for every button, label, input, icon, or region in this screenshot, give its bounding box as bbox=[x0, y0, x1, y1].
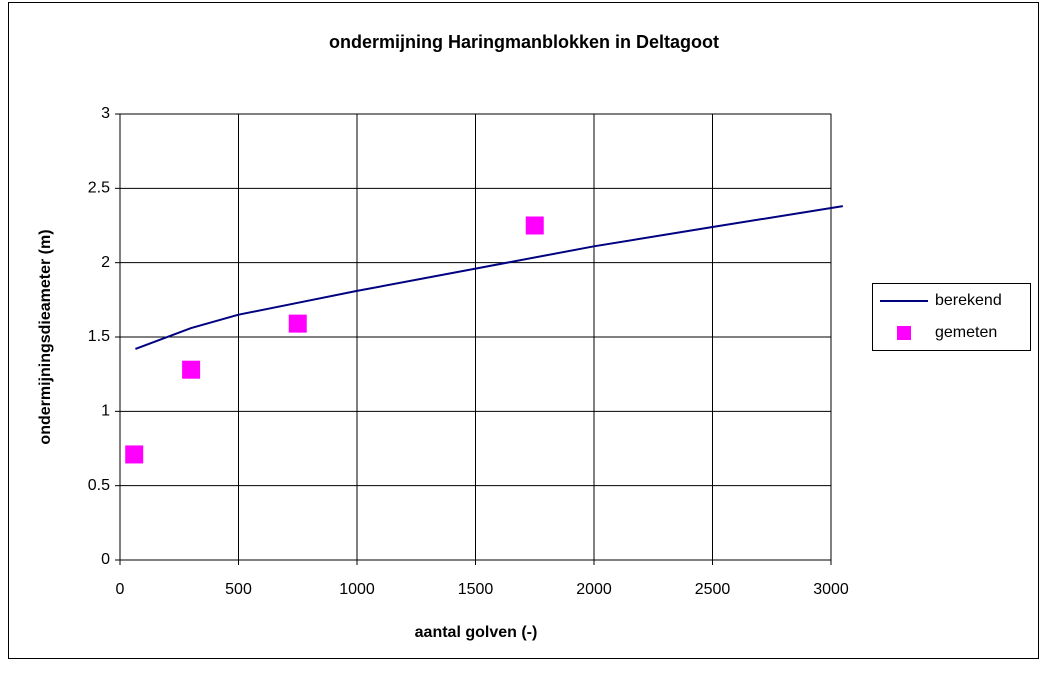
x-tick-label: 0 bbox=[116, 581, 125, 598]
y-tick-label: 2 bbox=[101, 254, 110, 271]
x-tick-label: 3000 bbox=[813, 581, 849, 598]
x-tick-label: 2500 bbox=[695, 581, 731, 598]
y-tick-label: 3 bbox=[101, 105, 110, 122]
y-tick-label: 2.5 bbox=[88, 180, 110, 197]
y-tick-label: 1.5 bbox=[88, 328, 110, 345]
data-point bbox=[182, 360, 201, 379]
data-line bbox=[135, 205, 844, 350]
x-tick-label: 1500 bbox=[458, 581, 494, 598]
legend-label: gemeten bbox=[935, 324, 997, 341]
y-tick-label: 1 bbox=[101, 403, 110, 420]
chart-title: ondermijning Haringmanblokken in Deltago… bbox=[329, 32, 719, 52]
y-axis-label: ondermijningsdieameter (m) bbox=[37, 229, 54, 444]
y-tick-label: 0.5 bbox=[88, 477, 110, 494]
data-point bbox=[525, 216, 544, 235]
x-tick-label: 500 bbox=[225, 581, 252, 598]
x-axis-label: aantal golven (-) bbox=[415, 624, 538, 641]
y-tick-label: 0 bbox=[101, 551, 110, 568]
x-tick-label: 1000 bbox=[339, 581, 375, 598]
data-point bbox=[288, 314, 307, 333]
legend-label: berekend bbox=[935, 292, 1002, 309]
legend-swatch bbox=[897, 326, 911, 340]
data-point bbox=[125, 445, 144, 464]
x-tick-label: 2000 bbox=[576, 581, 612, 598]
